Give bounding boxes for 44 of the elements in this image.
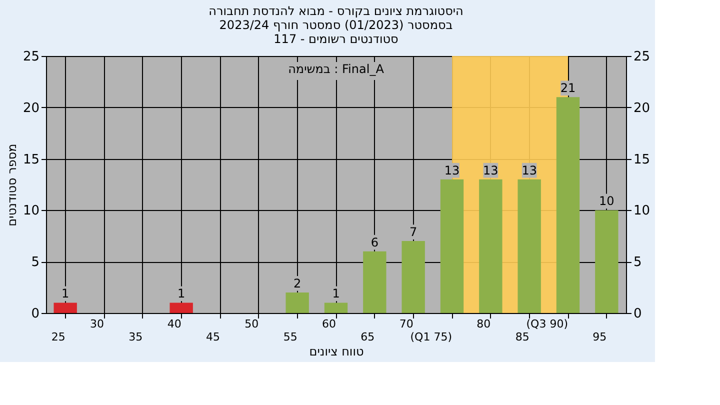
- annotation: במשימה : Final_A: [288, 62, 385, 76]
- y-tick-label: 5: [31, 255, 40, 270]
- y2-tick-label: 5: [634, 255, 642, 270]
- y2-tick-label: 10: [634, 204, 650, 219]
- x-tick-label: (Q3 90): [526, 318, 568, 330]
- x-tick-label: 70: [399, 318, 414, 330]
- x-tick-label: 55: [283, 330, 298, 344]
- y-axis-title: מספר סטודנטים: [4, 144, 19, 226]
- x-axis-title: טווח ציונים: [309, 344, 364, 358]
- data-label: 21: [560, 81, 576, 96]
- data-label: 1: [178, 286, 186, 301]
- data-label: 6: [370, 235, 378, 250]
- text: בסמסטר (01/2023) סמסטר חורף 2023/24: [219, 18, 453, 32]
- text: היסטוגרמת ציונים בקורס - מבוא להנדסת תחבורה: [208, 4, 464, 18]
- data-label: 2: [294, 276, 302, 290]
- y-tick-label: 0: [31, 306, 40, 322]
- data-label: 13: [522, 163, 537, 178]
- x-tick-label: 60: [322, 318, 336, 330]
- x-tick-label: 85: [515, 330, 530, 344]
- y2-tick-label: 15: [634, 152, 650, 168]
- data-label: 13: [444, 163, 460, 178]
- data-label: 1: [332, 286, 340, 301]
- x-tick-label: 65: [360, 330, 375, 344]
- data-label: 13: [483, 163, 498, 178]
- x-tick-label: 30: [90, 318, 104, 330]
- y-tick-label: 25: [22, 50, 40, 64]
- x-tick-label: 50: [244, 318, 259, 330]
- x-tick-label: 45: [206, 330, 220, 344]
- x-tick-label: (Q1 75): [410, 330, 452, 344]
- y-tick-label: 20: [22, 100, 40, 116]
- x-tick-label: 95: [592, 330, 607, 344]
- x-tick-label: 80: [476, 318, 491, 330]
- data-label: 7: [410, 225, 418, 240]
- y2-tick-label: 25: [634, 50, 650, 64]
- y-tick-label: 15: [22, 152, 40, 168]
- x-tick-label: 35: [128, 330, 143, 344]
- x-tick-label: 40: [167, 318, 182, 330]
- y-tick-label: 10: [22, 204, 40, 219]
- data-label: 1: [62, 286, 70, 301]
- data-label: 10: [599, 194, 614, 208]
- y2-tick-label: 20: [634, 100, 650, 116]
- x-tick-label: 25: [51, 330, 66, 344]
- y2-tick-label: 0: [634, 306, 642, 322]
- text: סטודנטים רשומים - 117: [274, 32, 398, 46]
